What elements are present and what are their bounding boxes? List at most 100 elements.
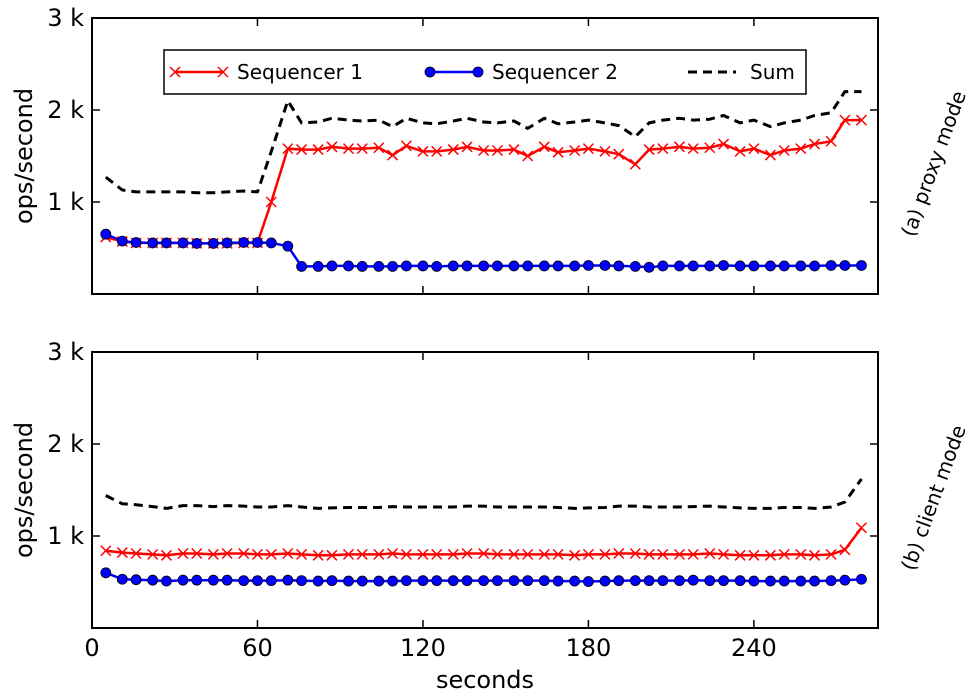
data-point [447,548,459,560]
data-point [282,574,294,586]
data-point [221,547,233,560]
y-tick-label: 2 k [47,430,84,458]
data-point [825,548,837,560]
data-point [417,260,429,272]
data-point [839,260,851,271]
legend-entry: Sequencer 2 [424,60,618,84]
data-point [613,575,625,587]
data-point [704,575,716,587]
data-point [130,574,142,586]
data-point [613,260,625,272]
data-point [809,549,821,561]
data-point [673,141,685,153]
y-tick-label: 3 k [47,338,84,366]
data-point [657,575,669,587]
data-point [704,547,716,560]
data-point [207,574,219,586]
data-point [116,235,128,247]
data-point [748,549,760,561]
data-point [177,574,189,586]
data-point [478,547,490,560]
data-point [373,548,385,560]
data-point [552,260,564,272]
data-point [373,142,385,154]
data-point [177,237,189,249]
data-point [629,547,641,560]
data-point [778,575,790,587]
data-point [569,575,581,587]
data-point [734,575,746,587]
data-point [569,260,581,272]
data-point [312,260,324,272]
data-point [207,237,219,249]
data-point [629,260,641,272]
data-point [431,575,443,587]
data-point [538,548,550,560]
y-tick-label: 1 k [47,522,84,550]
data-point [839,544,851,556]
data-point [643,261,655,273]
data-point [191,547,203,560]
data-point [552,548,564,560]
data-point [657,260,669,272]
data-point [478,575,490,587]
data-point [296,260,308,272]
data-point [765,575,776,587]
data-point [461,260,473,272]
data-point [387,149,399,161]
data-point [356,260,368,272]
plot-frame [91,17,879,295]
data-point [538,260,550,272]
data-point [613,547,625,560]
data-point [552,575,564,587]
data-point [478,260,490,272]
data-point [674,575,685,587]
data-point [508,144,520,156]
data-point [508,575,520,587]
data-point [599,548,611,560]
data-point [492,260,503,272]
data-point [116,547,128,559]
data-point [161,575,172,587]
legend-entry: Sum [688,60,795,84]
legend-entry: Sequencer 1 [169,60,363,84]
data-point [312,144,324,156]
panel-side-label: (b) client mode [896,422,971,574]
series-sequencer-1 [100,522,867,561]
data-point [839,114,851,126]
data-point [147,548,159,560]
data-point [643,575,655,587]
data-point [447,144,459,156]
data-point [569,144,581,157]
data-point [447,575,459,587]
data-point [296,575,308,587]
data-point [778,548,790,560]
data-point [765,260,776,272]
data-point [718,548,730,560]
x-tick-label: 0 [84,634,99,662]
x-tick-label: 120 [400,634,446,662]
legend-marker [472,66,484,78]
data-point [116,573,128,585]
y-axis-label: ops/second [10,422,38,558]
data-point [491,548,503,560]
data-point [447,260,459,272]
data-point [825,135,837,147]
data-point [704,142,716,154]
data-point [161,237,172,249]
data-point [764,149,776,161]
data-point [431,548,443,560]
y-tick-label: 1 k [47,188,84,216]
data-point [147,237,159,249]
data-point [629,575,641,587]
data-point [508,548,520,560]
data-point [809,260,820,272]
data-point [718,138,730,150]
data-point [491,144,503,157]
data-point [629,158,641,170]
data-point [839,574,851,586]
data-point [673,548,685,560]
data-point [461,547,473,560]
data-point [207,548,219,560]
data-point [251,548,264,560]
